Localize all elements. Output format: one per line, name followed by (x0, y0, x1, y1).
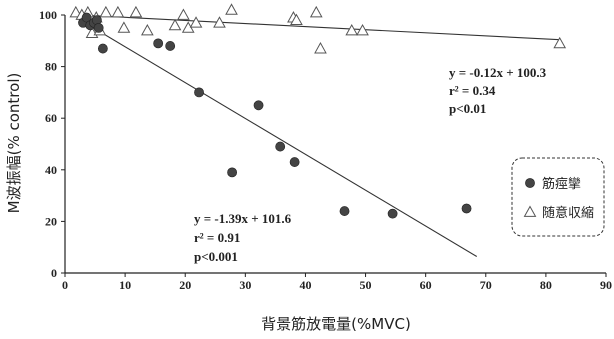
x-tick-label: 30 (239, 278, 251, 292)
voluntary-contraction-point (141, 23, 154, 36)
legend-box (511, 157, 605, 237)
voluntary-equation-line: y = -0.12x + 100.3 (449, 65, 547, 80)
legend-circle-marker (525, 178, 535, 188)
plot-area: 0 10 20 30 40 50 60 70 80 90 0 20 40 60 80 100 y = -1.39… (39, 3, 612, 292)
voluntary-contraction-point (117, 21, 131, 33)
voluntary-contraction-point (213, 16, 226, 28)
y-tick-label: 80 (45, 60, 57, 74)
cramp-point (387, 208, 398, 219)
x-tick-label: 0 (62, 278, 68, 292)
cramp-point (461, 203, 472, 214)
x-tick-label: 60 (420, 278, 432, 292)
cramp-point (227, 167, 238, 178)
x-axis-title: 背景筋放電量(%MVC) (261, 315, 411, 333)
voluntary-contraction-point (168, 18, 182, 31)
cramp-equation-line: r² = 0.91 (194, 230, 240, 245)
x-tick-label: 50 (360, 278, 372, 292)
y-tick-label: 0 (51, 266, 57, 280)
cramp-point (93, 22, 104, 33)
x-tick-label: 40 (299, 278, 311, 292)
y-tick-label: 40 (45, 163, 57, 177)
cramp-point (153, 38, 164, 49)
legend-label-cramp: 筋痙攣 (542, 176, 581, 192)
voluntary-contraction-point (309, 5, 323, 18)
cramp-point (194, 87, 204, 98)
voluntary-contraction-point (356, 23, 369, 36)
voluntary-contraction-point (189, 16, 203, 28)
cramp-equation-line: p<0.001 (194, 249, 238, 264)
y-axis-title: M波振幅(% control) (5, 73, 23, 214)
cramp-point (97, 43, 108, 54)
voluntary-contraction-point (111, 5, 125, 18)
voluntary-contraction-point (177, 8, 190, 20)
voluntary-contraction-point (290, 13, 303, 26)
voluntary-contraction-point (314, 42, 327, 54)
voluntary-contraction-point (553, 36, 567, 49)
cramp-regression-line (91, 26, 478, 257)
voluntary-contraction-point (345, 23, 359, 36)
cramp-point (253, 100, 264, 111)
x-tick-label: 80 (540, 278, 552, 292)
voluntary-equation-line: r² = 0.34 (449, 83, 496, 98)
voluntary-regression-line (73, 14, 560, 41)
voluntary-equation-line: p<0.01 (449, 101, 486, 116)
x-tick-label: 20 (179, 278, 191, 292)
legend-triangle-marker (523, 205, 537, 217)
y-tick-label: 60 (45, 111, 57, 125)
x-tick-label: 70 (480, 278, 492, 292)
cramp-point (275, 141, 286, 152)
voluntary-contraction-point (99, 5, 113, 18)
cramp-point (289, 157, 300, 167)
y-tick-label: 100 (39, 8, 57, 22)
x-tick-label: 90 (600, 278, 612, 292)
voluntary-contraction-point (225, 3, 238, 15)
voluntary-contraction-point (129, 5, 143, 18)
y-tick-label: 20 (45, 214, 57, 228)
cramp-point (165, 41, 176, 51)
cramp-equation-line: y = -1.39x + 101.6 (194, 211, 292, 226)
x-tick-label: 10 (119, 278, 131, 292)
legend-label-voluntary: 随意収縮 (542, 205, 594, 221)
cramp-point (339, 206, 350, 216)
